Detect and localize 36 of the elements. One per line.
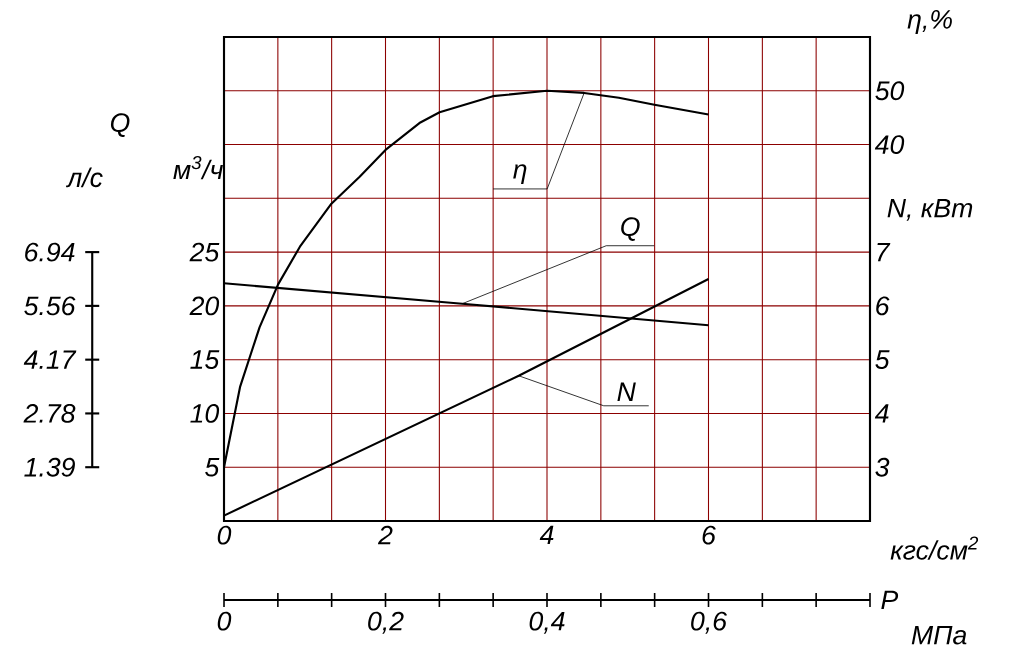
y-tick-label: 20 [189,296,220,316]
y2-axis-title: η,% [907,9,952,35]
text: 2.78 [23,404,76,423]
y-tick-label: 10 [190,404,220,423]
series-label: N [617,382,636,401]
x2-tick-label: 0 [217,611,232,631]
y3-tick-label: 4 [874,404,889,423]
text: 4.17 [23,350,77,369]
x2-tick-label: 0,6 [691,611,728,634]
x-axis-title: кгс/см$^{2}$ [890,536,979,560]
x2-axis-title: МПа [911,625,967,645]
y3-axis-title: N, кВт [887,198,973,221]
text: л/с [65,167,103,188]
y3-tick-label: 6 [876,296,890,316]
x-tick-label: 4 [539,525,554,545]
x-tick-label: 2 [377,525,393,545]
x2-tick-label: 0,4 [529,611,565,634]
y3-tick-label: 5 [875,350,890,369]
text: 6.94 [25,242,75,262]
x-tick-label: 0 [217,525,232,545]
x-tick-label: 6 [702,525,716,545]
y2-tick-label: 40 [874,135,905,154]
text: 5.56 [24,296,76,316]
y2-tick-label: 50 [875,81,905,101]
y-tick-label: 25 [189,242,220,262]
text: 1.39 [24,457,75,477]
y3-tick-label: 7 [877,242,891,262]
x2-tick-label: 0,2 [368,611,404,634]
text: Q [110,113,130,137]
y-tick-label: 15 [190,350,220,369]
text: Q [621,217,640,241]
y3-tick-label: 3 [875,457,890,477]
y-tick-label: 5 [205,457,220,477]
text: P [881,590,899,610]
text: η [513,164,527,185]
y-axis-title: м$^{3}$/ч [173,156,223,180]
